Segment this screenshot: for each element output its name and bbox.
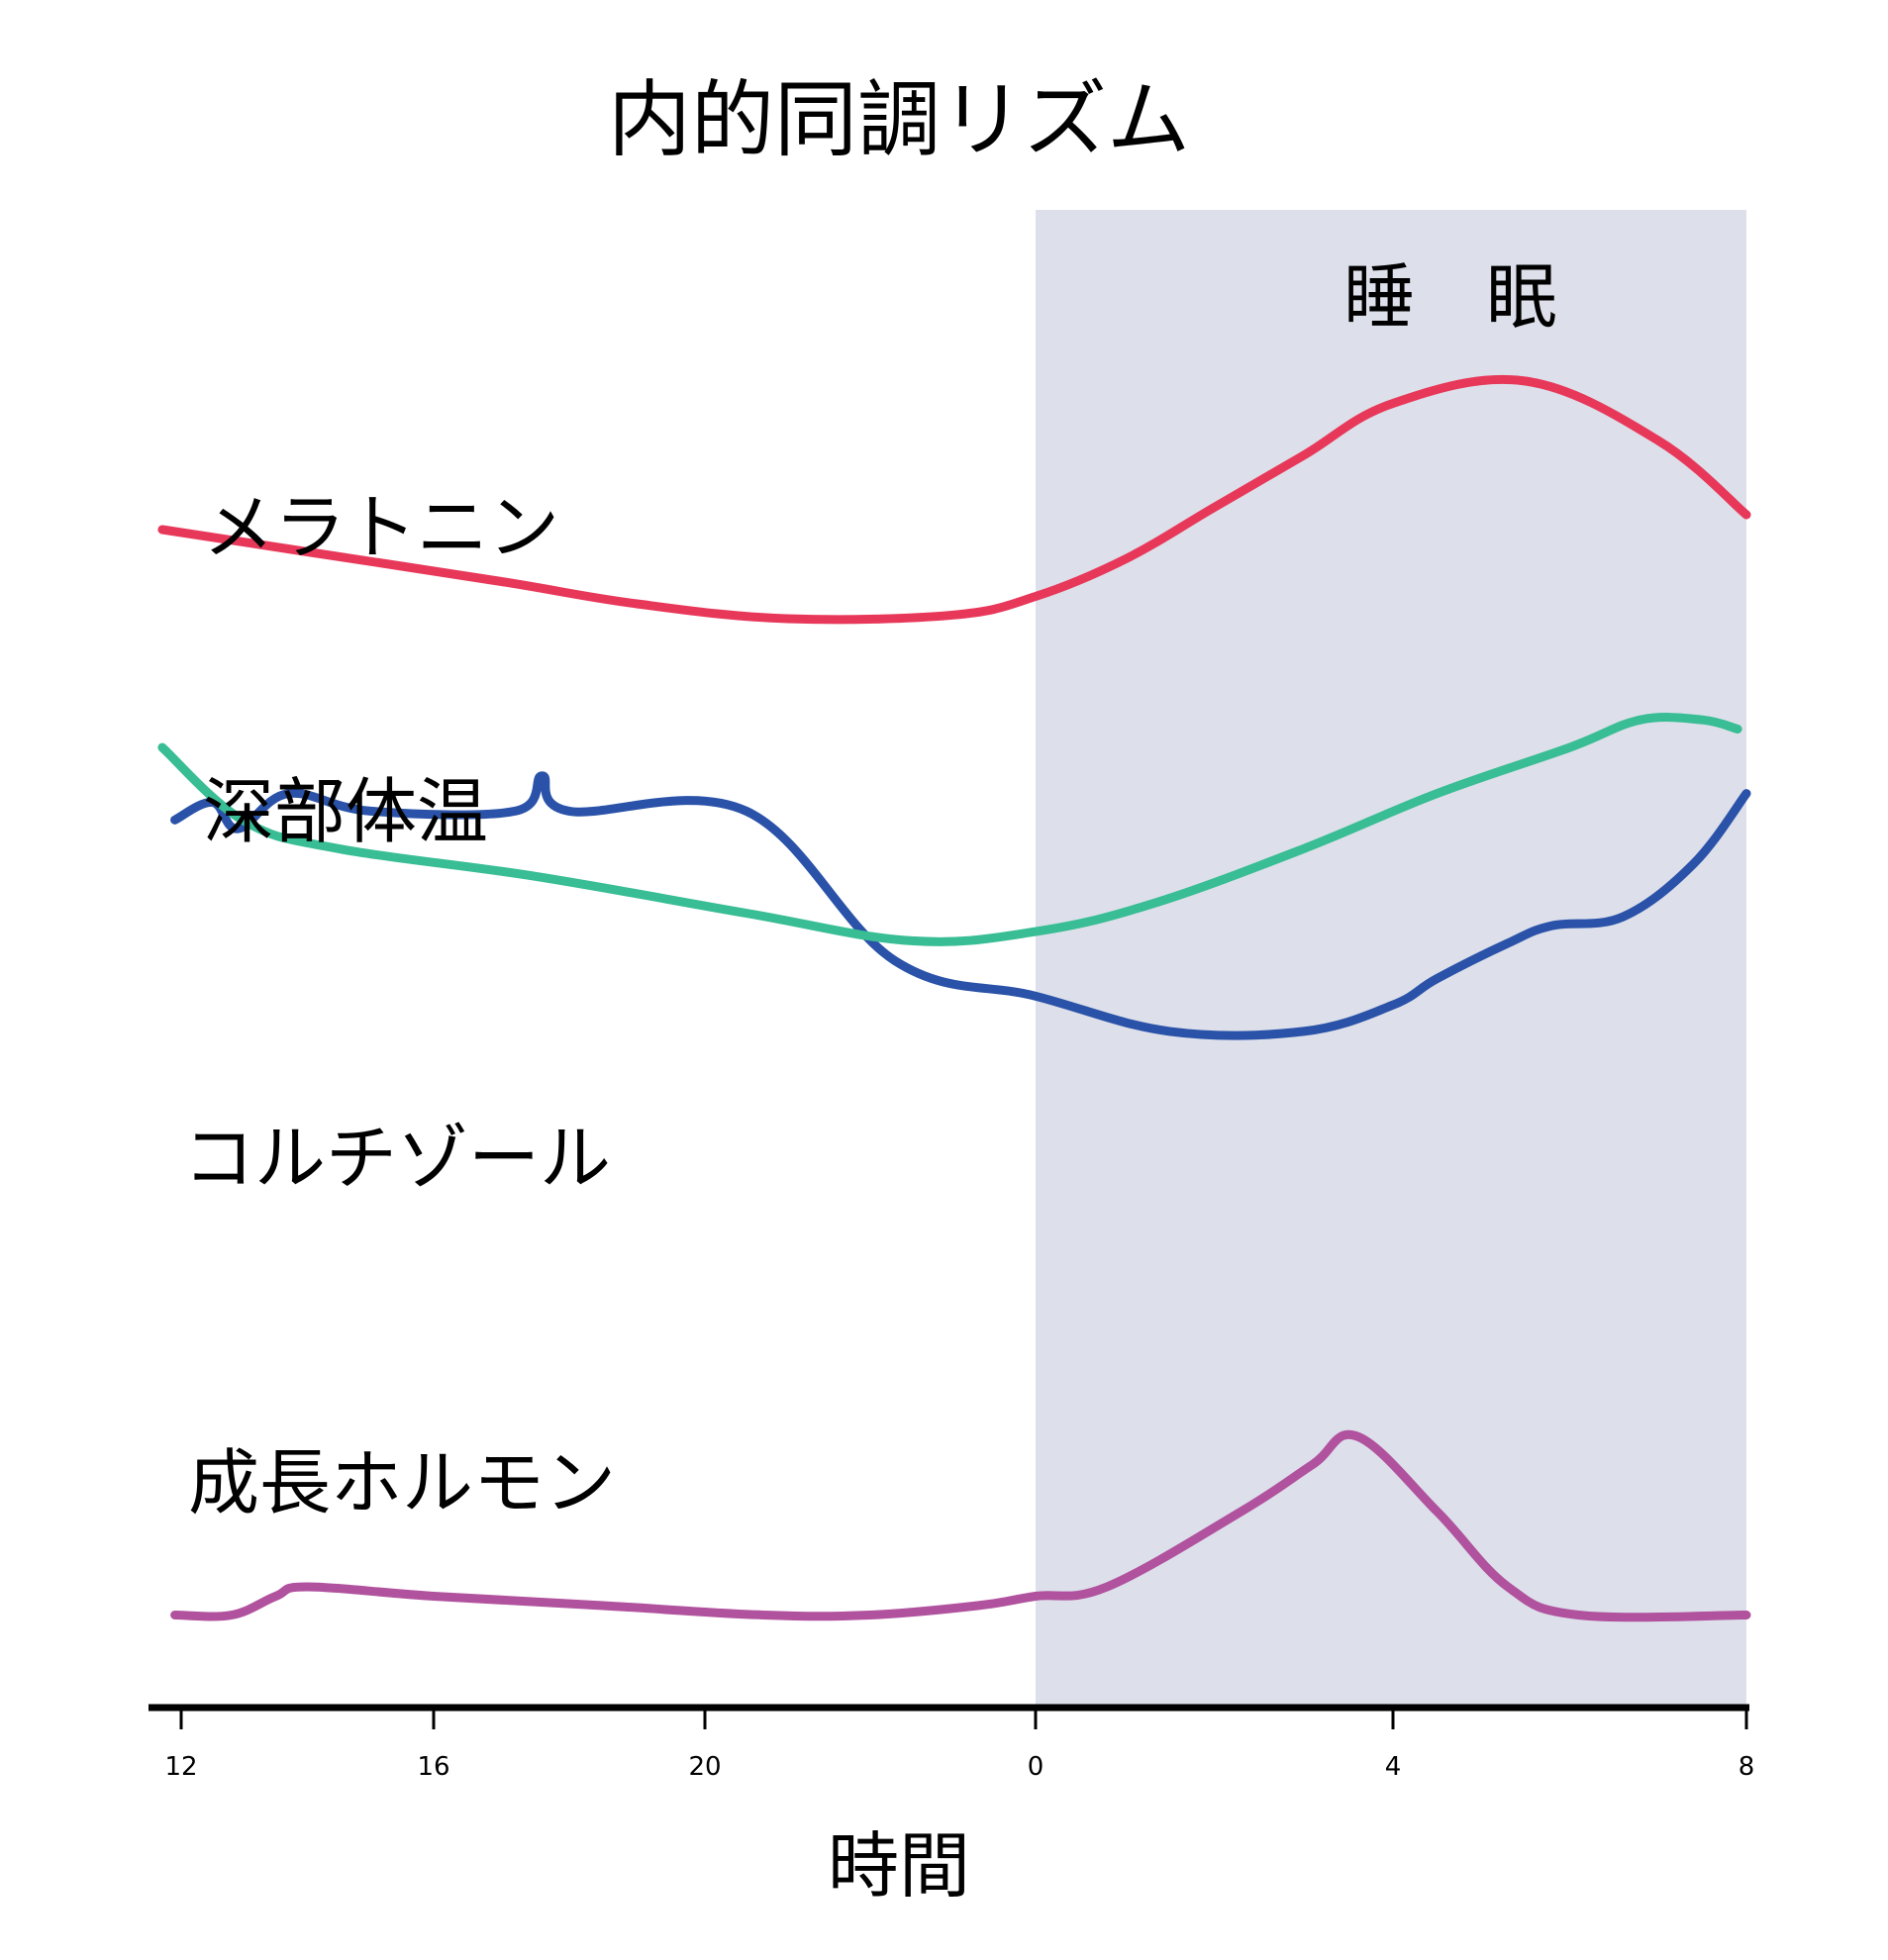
series-label-cortisol: コルチゾール — [183, 1117, 611, 1200]
series-label-melatonin: メラトニン — [203, 486, 559, 569]
x-axis-ticks: 12 16 20 0 4 8 — [164, 1708, 1754, 1782]
series-lines — [157, 374, 1751, 1622]
series-label-growth-hormone: 成長ホルモン — [188, 1441, 616, 1524]
x-axis-label: 時間 — [828, 1824, 970, 1908]
x-tick-label: 4 — [1385, 1752, 1402, 1782]
x-tick-label: 16 — [417, 1752, 449, 1782]
chart-title: 内的同調リズム — [608, 71, 1190, 168]
x-tick-label: 8 — [1739, 1752, 1755, 1782]
x-tick-label: 12 — [164, 1752, 197, 1782]
sleep-region-label: 睡 眠 — [1343, 255, 1557, 339]
x-tick-label: 0 — [1028, 1752, 1044, 1782]
series-line-melatonin — [157, 374, 1751, 625]
series-label-core-body-temperature: 深部体温 — [203, 770, 488, 853]
series-line-core-body-temperature — [170, 771, 1751, 1040]
series-line-growth-hormone — [170, 1429, 1751, 1622]
x-tick-label: 20 — [688, 1752, 721, 1782]
series-line-cortisol — [157, 713, 1742, 946]
